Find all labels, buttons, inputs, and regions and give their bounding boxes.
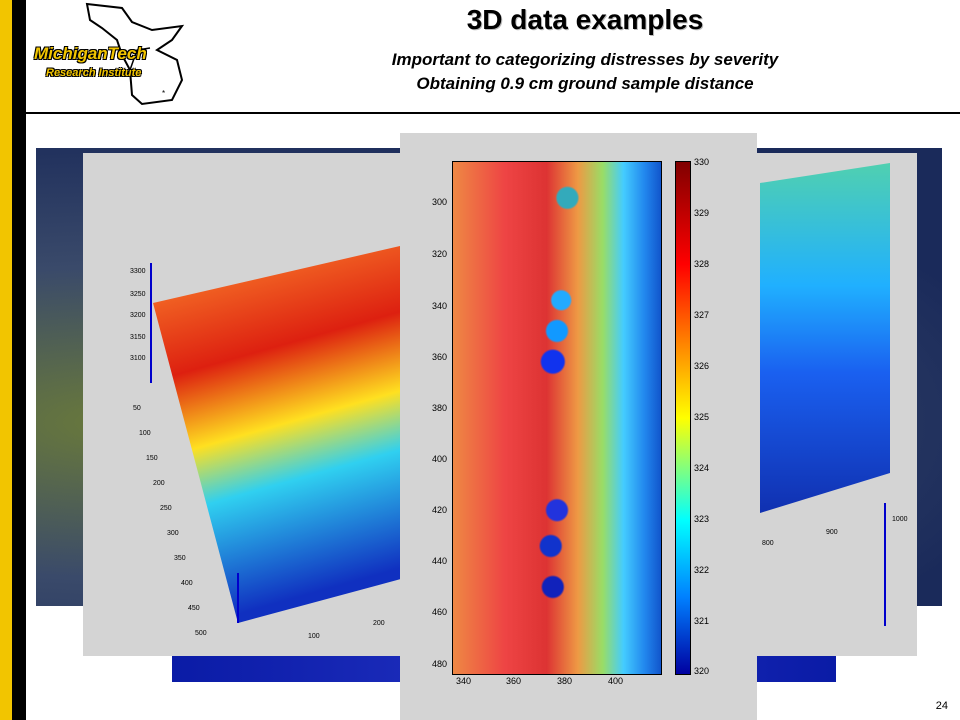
page-number: 24 bbox=[935, 700, 948, 712]
colorbar-tick: 324 bbox=[694, 463, 710, 473]
michigan-tech-logo: * MichiganTech Research Institute bbox=[32, 0, 192, 110]
x-tick: 1000 bbox=[892, 516, 908, 523]
michigan-map-icon: * bbox=[85, 2, 185, 106]
header-divider bbox=[26, 112, 960, 114]
y-tick: 150 bbox=[146, 455, 158, 462]
right-surface-plot bbox=[760, 163, 890, 626]
colorbar-tick: 329 bbox=[694, 208, 710, 218]
y-tick: 440 bbox=[432, 556, 448, 566]
z-tick: 3100 bbox=[130, 355, 146, 362]
center-heatmap-panel: 300 320 340 360 380 400 420 440 460 480 … bbox=[400, 133, 757, 720]
colorbar-tick: 320 bbox=[694, 666, 710, 676]
x-tick: 360 bbox=[506, 676, 522, 686]
slide-subtitle-1: Important to categorizing distresses by … bbox=[391, 50, 779, 69]
y-tick: 200 bbox=[153, 480, 165, 487]
colorbar-tick: 326 bbox=[694, 361, 710, 371]
x-tick: 340 bbox=[456, 676, 472, 686]
y-tick: 300 bbox=[432, 197, 448, 207]
colorbar-tick: 325 bbox=[694, 412, 710, 422]
colorbar bbox=[675, 161, 691, 675]
z-tick: 3300 bbox=[130, 268, 146, 275]
y-tick: 360 bbox=[432, 352, 448, 362]
z-tick: 3200 bbox=[130, 312, 146, 319]
colorbar-tick: 328 bbox=[694, 259, 710, 269]
z-tick: 3250 bbox=[130, 291, 146, 298]
y-tick: 50 bbox=[133, 405, 141, 412]
left-accent-bar bbox=[0, 0, 12, 720]
x-tick: 400 bbox=[608, 676, 624, 686]
x-tick: 200 bbox=[373, 620, 385, 627]
y-tick: 340 bbox=[432, 301, 448, 311]
colorbar-tick: 322 bbox=[694, 565, 710, 575]
heatmap-plot-area bbox=[452, 161, 662, 675]
y-tick: 300 bbox=[167, 530, 179, 537]
slide-title: 3D data examples bbox=[466, 4, 704, 35]
colorbar-tick: 323 bbox=[694, 514, 710, 524]
colorbar-tick: 327 bbox=[694, 310, 710, 320]
logo-subtitle: Research Institute bbox=[46, 67, 142, 79]
y-tick: 460 bbox=[432, 607, 448, 617]
y-tick: 400 bbox=[432, 454, 448, 464]
y-tick: 350 bbox=[174, 555, 186, 562]
left-surface-plot bbox=[150, 243, 423, 623]
y-tick: 480 bbox=[432, 659, 448, 669]
x-tick: 100 bbox=[308, 633, 320, 640]
y-tick: 320 bbox=[432, 249, 448, 259]
x-tick: 900 bbox=[826, 529, 838, 536]
y-tick: 380 bbox=[432, 403, 448, 413]
heatmap-image bbox=[453, 162, 661, 674]
y-tick: 400 bbox=[181, 580, 193, 587]
z-tick: 3150 bbox=[130, 334, 146, 341]
slide-subtitle-2: Obtaining 0.9 cm ground sample distance bbox=[416, 74, 754, 93]
y-tick: 100 bbox=[139, 430, 151, 437]
y-tick: 250 bbox=[160, 505, 172, 512]
y-tick: 450 bbox=[188, 605, 200, 612]
y-tick: 500 bbox=[195, 630, 207, 637]
svg-text:*: * bbox=[162, 89, 165, 98]
y-tick: 420 bbox=[432, 505, 448, 515]
colorbar-tick: 321 bbox=[694, 616, 710, 626]
left-3d-surface-panel: 3300 3250 3200 3150 3100 50 100 150 200 … bbox=[83, 153, 443, 656]
logo-wordmark: MichiganTech bbox=[34, 44, 147, 63]
left-black-bar bbox=[12, 0, 26, 720]
colorbar-tick: 330 bbox=[694, 157, 710, 167]
x-tick: 800 bbox=[762, 540, 774, 547]
x-tick: 380 bbox=[557, 676, 573, 686]
right-3d-surface-panel: 800 900 1000 bbox=[740, 153, 917, 656]
